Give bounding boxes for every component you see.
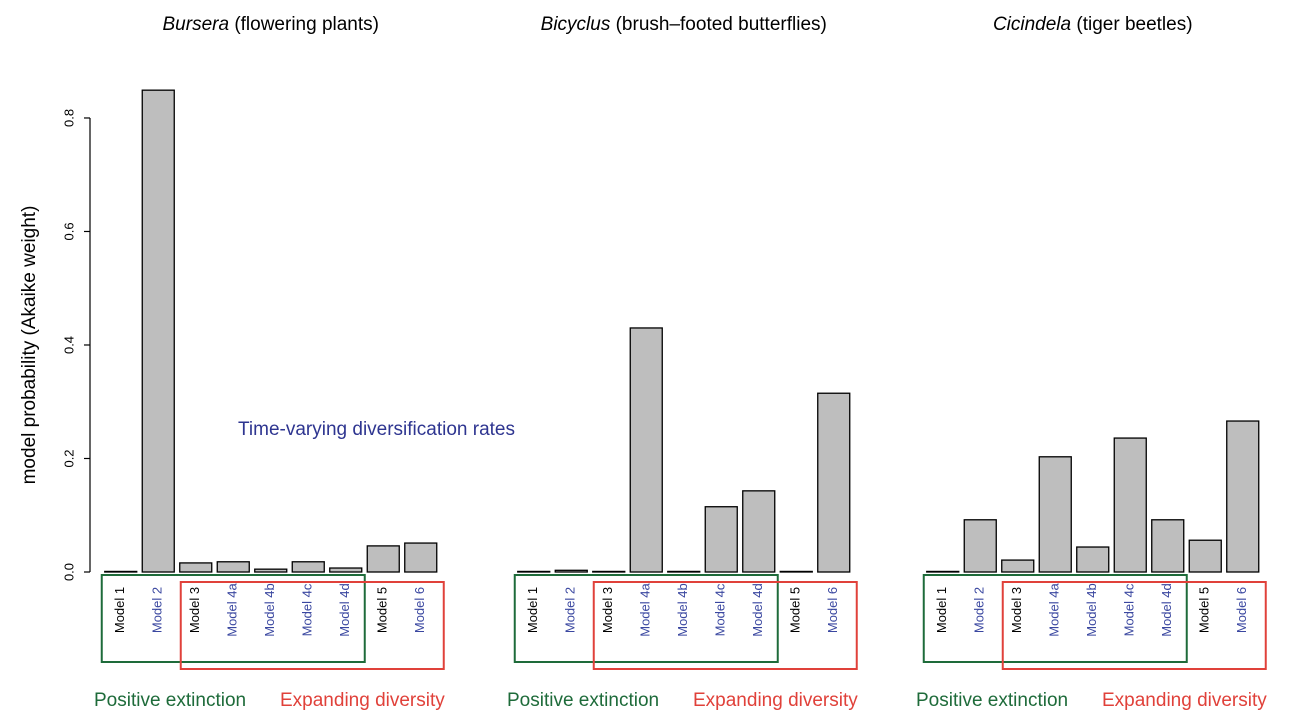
bar xyxy=(366,545,400,573)
bar xyxy=(179,562,213,573)
category-label: Model 3 xyxy=(600,587,615,633)
bar xyxy=(291,561,325,573)
bar xyxy=(926,570,960,573)
group-box xyxy=(179,581,445,670)
bar xyxy=(704,506,738,573)
y-tick-label: 0.0 xyxy=(61,563,76,581)
category-label: Model 4a xyxy=(225,582,240,636)
bar xyxy=(963,519,997,573)
category-label: Model 4d xyxy=(750,583,765,636)
bar xyxy=(1151,519,1185,573)
common-name: (tiger beetles) xyxy=(1076,14,1192,35)
category-label: Model 4b xyxy=(675,583,690,636)
group-box xyxy=(922,574,1188,663)
group-box xyxy=(513,574,779,663)
category-label: Model 6 xyxy=(825,587,840,633)
common-name: (flowering plants) xyxy=(234,14,379,35)
category-label: Model 4c xyxy=(713,583,728,636)
group-label: Expanding diversity xyxy=(280,690,445,711)
group-label: Positive extinction xyxy=(916,690,1068,711)
category-label: Model 4d xyxy=(1159,583,1174,636)
group-label: Expanding diversity xyxy=(1102,690,1267,711)
category-label: Model 3 xyxy=(187,587,202,633)
category-label: Model 4b xyxy=(1084,583,1099,636)
bar xyxy=(554,569,588,573)
bar xyxy=(1113,437,1147,573)
bar xyxy=(141,89,175,573)
bar xyxy=(1038,456,1072,573)
bar xyxy=(1001,559,1035,573)
category-label: Model 5 xyxy=(1197,587,1212,633)
group-box xyxy=(100,574,366,663)
category-label: Model 4c xyxy=(300,583,315,636)
category-label: Model 4a xyxy=(638,582,653,636)
category-label: Model 1 xyxy=(934,587,949,633)
category-label: Model 4c xyxy=(1122,583,1137,636)
bar xyxy=(742,490,776,573)
bar xyxy=(592,570,626,573)
category-label: Model 6 xyxy=(412,587,427,633)
group-label: Positive extinction xyxy=(94,690,246,711)
category-label: Model 1 xyxy=(525,587,540,633)
category-label: Model 4b xyxy=(262,583,277,636)
category-label: Model 4a xyxy=(1047,582,1062,636)
bar xyxy=(404,542,438,573)
category-label: Model 5 xyxy=(375,587,390,633)
bar xyxy=(254,568,288,573)
category-label: Model 6 xyxy=(1234,587,1249,633)
group-box xyxy=(592,581,858,670)
category-label: Model 3 xyxy=(1009,587,1024,633)
annotation: Time-varying diversification rates xyxy=(238,419,515,440)
group-label: Positive extinction xyxy=(507,690,659,711)
panel-title: Cicindela (tiger beetles) xyxy=(993,14,1193,35)
bar xyxy=(1226,420,1260,573)
bar xyxy=(1188,539,1222,573)
genus: Bicyclus xyxy=(541,14,611,35)
category-label: Model 2 xyxy=(563,587,578,633)
panel-title: Bursera (flowering plants) xyxy=(163,14,379,35)
bar xyxy=(329,567,363,573)
y-axis-label: model probability (Akaike weight) xyxy=(19,206,40,485)
y-tick-label: 0.2 xyxy=(61,449,76,467)
bar xyxy=(104,570,138,573)
y-tick-label: 0.4 xyxy=(61,336,76,354)
genus: Bursera xyxy=(163,14,230,35)
bar xyxy=(667,570,701,573)
group-label: Expanding diversity xyxy=(693,690,858,711)
category-label: Model 4d xyxy=(337,583,352,636)
category-label: Model 1 xyxy=(112,587,127,633)
genus: Cicindela xyxy=(993,14,1071,35)
bar xyxy=(779,570,813,573)
y-tick-label: 0.6 xyxy=(61,222,76,240)
bar xyxy=(517,570,551,573)
category-label: Model 5 xyxy=(788,587,803,633)
bar xyxy=(216,561,250,573)
bar xyxy=(629,327,663,573)
category-label: Model 2 xyxy=(972,587,987,633)
panel-title: Bicyclus (brush–footed butterflies) xyxy=(541,14,827,35)
common-name: (brush–footed butterflies) xyxy=(616,14,827,35)
category-label: Model 2 xyxy=(150,587,165,633)
group-box xyxy=(1001,581,1267,670)
bar xyxy=(817,392,851,573)
bar xyxy=(1076,546,1110,573)
y-tick-label: 0.8 xyxy=(61,109,76,127)
